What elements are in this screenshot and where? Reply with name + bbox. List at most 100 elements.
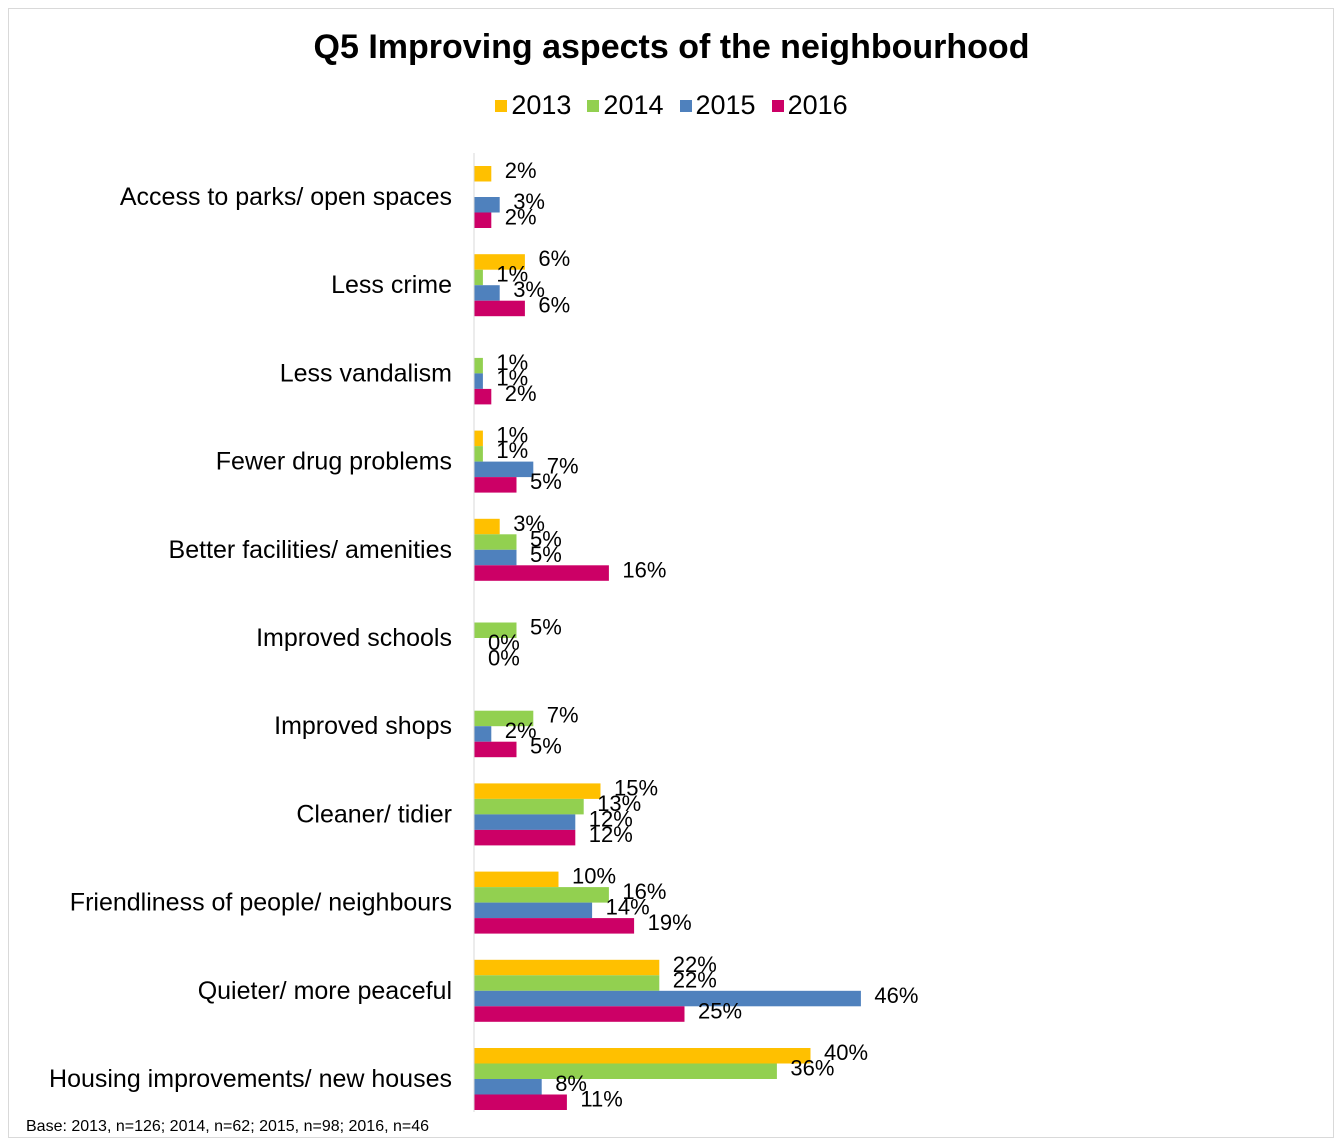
data-label-2013: 15%	[614, 775, 658, 800]
bar-2016	[474, 212, 492, 228]
bar-2016	[474, 918, 635, 934]
legend-swatch-2016	[771, 99, 784, 112]
legend-label-2014: 2014	[603, 90, 664, 120]
category-label: Fewer drug problems	[216, 448, 452, 476]
bar-2015	[474, 549, 517, 566]
data-label-2015: 12%	[589, 806, 633, 831]
bar-2013	[474, 430, 483, 447]
data-label-2016: 5%	[530, 469, 562, 494]
data-label-2016: 25%	[698, 998, 742, 1023]
data-label-2014: 22%	[673, 967, 717, 992]
legend: 2013 2014 2015 2016	[0, 90, 1343, 121]
base-footnote: Base: 2013, n=126; 2014, n=62; 2015, n=9…	[26, 1118, 430, 1135]
bar-2016	[474, 388, 492, 405]
data-label-2015: 46%	[874, 983, 918, 1008]
legend-swatch-2015	[679, 99, 692, 112]
bar-2015	[474, 814, 576, 830]
bar-2013	[474, 166, 492, 182]
category-label: Better facilities/ amenities	[169, 536, 452, 564]
data-label-2014: 13%	[597, 791, 641, 816]
data-label-2016: 12%	[589, 822, 633, 847]
legend-label-2015: 2015	[695, 90, 756, 120]
data-label-2015: 7%	[547, 454, 579, 479]
data-label-2014: 5%	[530, 526, 562, 551]
category-label: Less crime	[331, 271, 452, 299]
category-label: Less vandalism	[280, 359, 452, 387]
bar-2016	[474, 1006, 685, 1022]
bar-2014	[474, 357, 483, 374]
data-label-2016: 19%	[648, 910, 692, 935]
bar-2013	[474, 518, 500, 535]
data-label-2014: 7%	[547, 703, 579, 728]
chart-frame	[8, 8, 1334, 1138]
legend-item-2015: 2015	[679, 90, 756, 121]
legend-label-2016: 2016	[787, 90, 848, 120]
bar-2016	[474, 741, 517, 758]
data-label-2013: 1%	[496, 423, 528, 448]
data-label-2016: 11%	[580, 1087, 622, 1112]
bar-2014	[474, 975, 660, 991]
legend-item-2016: 2016	[771, 90, 848, 121]
bar-2015	[474, 990, 861, 1007]
legend-label-2013: 2013	[511, 90, 572, 120]
data-label-2014: 16%	[622, 879, 666, 904]
bar-2014	[474, 798, 584, 815]
data-label-2015: 8%	[555, 1071, 587, 1096]
category-label: Access to parks/ open spaces	[120, 183, 452, 211]
data-label-2015: 3%	[513, 189, 545, 214]
data-label-2013: 3%	[513, 511, 545, 536]
data-label-2014: 36%	[790, 1056, 834, 1081]
data-label-2013: 22%	[673, 952, 717, 977]
data-label-2016: 2%	[505, 381, 537, 406]
bar-2015	[474, 285, 500, 301]
data-label-2013: 10%	[572, 864, 616, 889]
legend-item-2013: 2013	[495, 90, 571, 121]
bar-2014	[474, 622, 517, 638]
bar-2015	[474, 902, 593, 919]
data-label-2016: 5%	[530, 734, 562, 759]
bar-2013	[474, 871, 559, 888]
bar-2014	[474, 1063, 777, 1079]
data-label-2016: 2%	[505, 205, 537, 230]
bar-2014	[474, 446, 483, 462]
bar-2013	[474, 254, 525, 270]
bar-2014	[474, 887, 609, 903]
data-label-2015: 0%	[488, 630, 520, 655]
data-label-2016: 6%	[538, 293, 570, 318]
data-label-2015: 14%	[606, 895, 650, 920]
bar-2013	[474, 783, 601, 799]
category-label: Improved shops	[274, 712, 452, 740]
data-label-2013: 2%	[505, 158, 537, 183]
category-label: Improved schools	[256, 624, 452, 652]
bar-2015	[474, 461, 534, 478]
bar-2016	[474, 300, 525, 317]
data-label-2016: 0%	[488, 646, 520, 671]
data-label-2014: 1%	[496, 438, 528, 463]
data-label-2013: 40%	[824, 1040, 868, 1065]
bar-2016	[474, 565, 609, 581]
data-label-2015: 1%	[496, 365, 528, 390]
data-label-2015: 5%	[530, 542, 562, 567]
category-label: Housing improvements/ new houses	[49, 1065, 452, 1093]
bar-2014	[474, 534, 517, 550]
bar-2015	[474, 726, 492, 742]
bar-2013	[474, 1048, 811, 1064]
chart-title: Q5 Improving aspects of the neighbourhoo…	[313, 28, 1030, 66]
category-label: Friendliness of people/ neighbours	[70, 889, 452, 917]
bar-2015	[474, 373, 483, 389]
data-label-2015: 2%	[505, 718, 537, 743]
bar-2016	[474, 1094, 567, 1110]
data-label-2013: 6%	[538, 246, 570, 271]
category-label: Cleaner/ tidier	[296, 800, 452, 828]
data-label-2014: 5%	[530, 615, 562, 640]
bar-2013	[474, 959, 660, 976]
bar-2015	[474, 197, 500, 213]
bar-2014	[474, 710, 534, 727]
category-label: Quieter/ more peaceful	[198, 977, 452, 1005]
bar-2014	[474, 269, 483, 286]
data-label-2014: 1%	[496, 350, 528, 375]
bar-2015	[474, 1079, 542, 1095]
legend-swatch-2013	[495, 99, 508, 112]
legend-swatch-2014	[587, 99, 600, 112]
